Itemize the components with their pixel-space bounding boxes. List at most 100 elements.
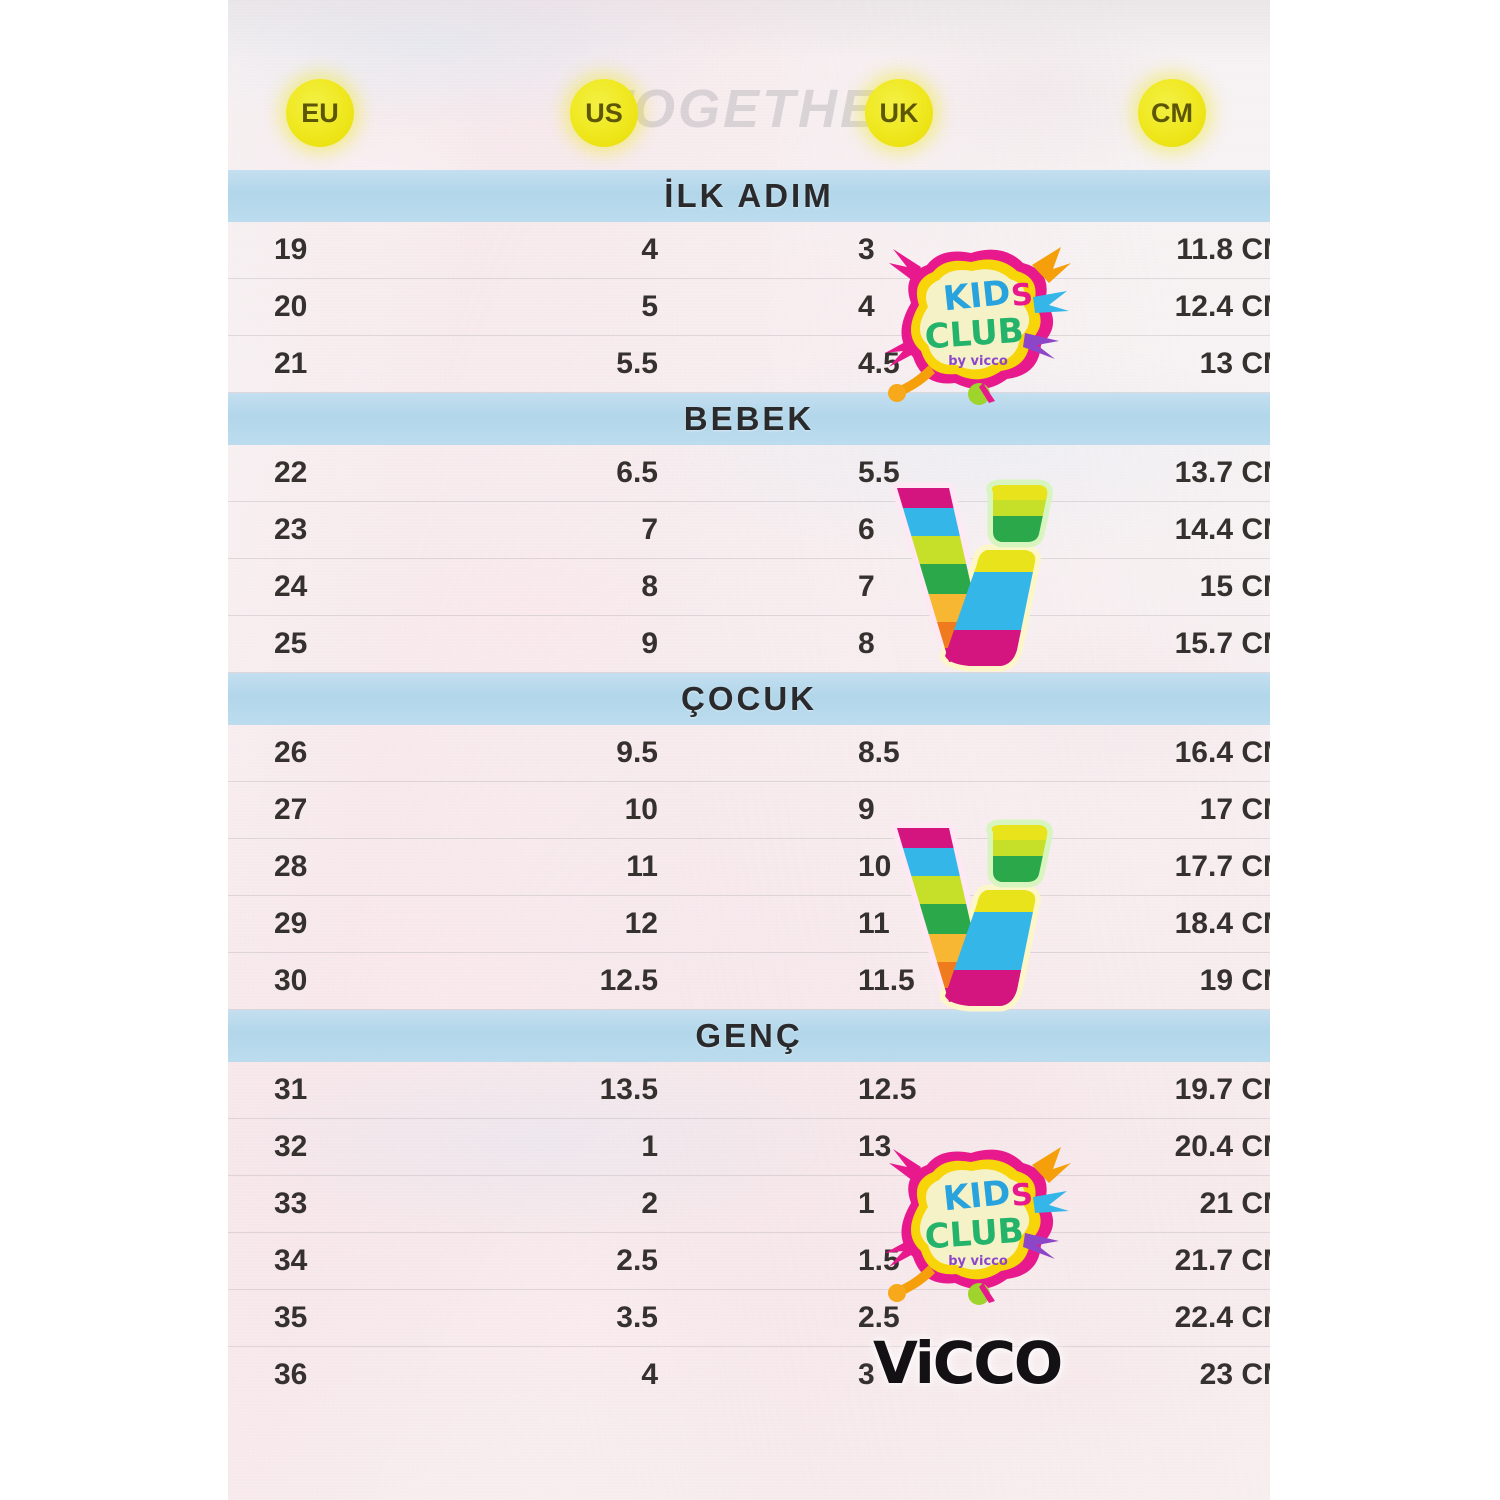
table-row: 31 13.5 12.5 19.7 CM (228, 1062, 1270, 1119)
cell-cm: 19.7 CM (1174, 1073, 1270, 1106)
cell-eu: 30 (274, 964, 308, 997)
cell-cm: 23 CM (1199, 1358, 1270, 1391)
cell-cm: 15 CM (1199, 570, 1270, 603)
cell-cm: 21 CM (1199, 1187, 1270, 1220)
cell-uk: 4.5 (858, 347, 900, 380)
cell-uk: 9 (858, 793, 875, 826)
cell-us: 12.5 (599, 964, 658, 997)
table-row: 36 4 3 23 CM (228, 1347, 1270, 1403)
column-badge-eu: EU (286, 79, 354, 147)
cell-cm: 14.4 CM (1174, 513, 1270, 546)
cell-uk: 1 (858, 1187, 875, 1220)
column-badge-us-label: US (585, 97, 623, 128)
cell-uk: 7 (858, 570, 875, 603)
section-band-label: İLK ADIM (664, 177, 834, 214)
cell-us: 5 (641, 290, 658, 323)
cell-us: 2 (641, 1187, 658, 1220)
column-badge-uk-label: UK (879, 97, 919, 128)
cell-cm: 12.4 CM (1174, 290, 1270, 323)
table-row: 32 1 13 20.4 CM (228, 1119, 1270, 1176)
cell-eu: 31 (274, 1073, 308, 1106)
cell-cm: 13 CM (1199, 347, 1270, 380)
column-badge-uk: UK (865, 79, 933, 147)
section-band-label: ÇOCUK (681, 680, 817, 717)
cell-uk: 5.5 (858, 456, 900, 489)
cell-us: 12 (624, 907, 658, 940)
cell-uk: 11.5 (858, 964, 915, 997)
cell-us: 3.5 (616, 1301, 658, 1334)
table-row: 29 12 11 18.4 CM (228, 896, 1270, 953)
cell-eu: 19 (274, 233, 308, 266)
cell-eu: 25 (274, 627, 308, 660)
cell-eu: 20 (274, 290, 308, 323)
section-band: ÇOCUK (228, 673, 1270, 725)
cell-eu: 23 (274, 513, 308, 546)
cell-us: 1 (641, 1130, 658, 1163)
table-row: 20 5 4 12.4 CM (228, 279, 1270, 336)
cell-us: 4 (641, 233, 658, 266)
table-row: 21 5.5 4.5 13 CM (228, 336, 1270, 393)
cell-us: 4 (641, 1358, 658, 1391)
cell-uk: 8 (858, 627, 875, 660)
cell-cm: 18.4 CM (1174, 907, 1270, 940)
cell-uk: 1.5 (858, 1244, 900, 1277)
cell-cm: 22.4 CM (1174, 1301, 1270, 1334)
column-badge-us: US (570, 79, 638, 147)
cell-uk: 6 (858, 513, 875, 546)
section-band-label: BEBEK (683, 400, 815, 437)
cell-uk: 2.5 (858, 1301, 900, 1334)
cell-uk: 10 (858, 850, 892, 883)
cell-eu: 26 (274, 736, 308, 769)
cell-eu: 36 (274, 1358, 308, 1391)
column-badge-cm: CM (1138, 79, 1206, 147)
column-badge-cm-label: CM (1151, 97, 1193, 128)
cell-us: 9 (641, 627, 658, 660)
table-row: 26 9.5 8.5 16.4 CM (228, 725, 1270, 782)
cell-uk: 11 (858, 907, 890, 940)
cell-eu: 35 (274, 1301, 308, 1334)
cell-cm: 19 CM (1199, 964, 1270, 997)
table-row: 24 8 7 15 CM (228, 559, 1270, 616)
cell-eu: 28 (274, 850, 308, 883)
cell-cm: 15.7 CM (1174, 627, 1270, 660)
cell-eu: 27 (274, 793, 308, 826)
table-row: 22 6.5 5.5 13.7 CM (228, 445, 1270, 502)
table-row: 34 2.5 1.5 21.7 CM (228, 1233, 1270, 1290)
cell-cm: 17 CM (1199, 793, 1270, 826)
table-row: 27 10 9 17 CM (228, 782, 1270, 839)
cell-uk: 3 (858, 1358, 875, 1391)
table-row: 23 7 6 14.4 CM (228, 502, 1270, 559)
background-ghost-text: TOGETHER (598, 79, 922, 139)
section-band: BEBEK (228, 393, 1270, 445)
cell-us: 10 (624, 793, 658, 826)
cell-eu: 34 (274, 1244, 308, 1277)
cell-cm: 21.7 CM (1174, 1244, 1270, 1277)
cell-cm: 16.4 CM (1174, 736, 1270, 769)
cell-uk: 12.5 (858, 1073, 917, 1106)
cell-cm: 11.8 CM (1176, 233, 1270, 266)
section-band-label: GENÇ (695, 1017, 803, 1054)
cell-uk: 13 (858, 1130, 892, 1163)
section-band: İLK ADIM (228, 170, 1270, 222)
cell-cm: 17.7 CM (1174, 850, 1270, 883)
cell-eu: 21 (274, 347, 308, 380)
cell-us: 5.5 (616, 347, 658, 380)
cell-us: 11 (626, 850, 658, 883)
cell-us: 2.5 (616, 1244, 658, 1277)
cell-uk: 4 (858, 290, 875, 323)
section-band: GENÇ (228, 1010, 1270, 1062)
cell-eu: 32 (274, 1130, 308, 1163)
cell-uk: 3 (858, 233, 875, 266)
cell-eu: 22 (274, 456, 308, 489)
cell-us: 13.5 (599, 1073, 658, 1106)
cell-us: 6.5 (616, 456, 658, 489)
cell-us: 8 (641, 570, 658, 603)
table-row: 28 11 10 17.7 CM (228, 839, 1270, 896)
table-row: 30 12.5 11.5 19 CM (228, 953, 1270, 1010)
cell-us: 9.5 (616, 736, 658, 769)
cell-us: 7 (641, 513, 658, 546)
column-badge-eu-label: EU (301, 97, 339, 128)
